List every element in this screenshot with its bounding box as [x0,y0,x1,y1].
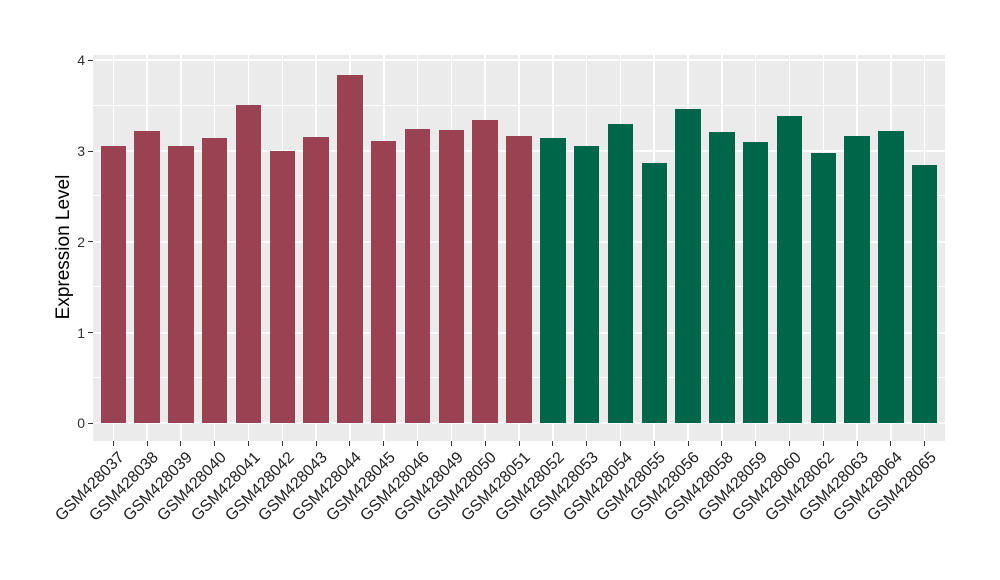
bar [912,164,938,424]
plot-panel [93,55,945,441]
x-tick-mark [924,441,926,446]
x-tick-mark [890,441,892,446]
y-axis-title: Expression Level [53,174,74,320]
y-tick-mark [88,332,93,334]
x-tick-mark [653,441,655,446]
x-tick-mark [721,441,723,446]
bar [303,137,329,424]
y-tick-label: 4 [77,52,85,69]
bar [168,145,194,424]
bar [202,138,228,424]
y-tick-label: 1 [77,324,85,341]
y-tick-mark [88,150,93,152]
x-tick-mark [822,441,824,446]
x-tick-mark [518,441,520,446]
x-tick-mark [349,441,351,446]
y-tick-label: 3 [77,143,85,160]
bar [404,129,431,424]
x-tick-mark [484,441,486,446]
bar [810,152,836,424]
bar [371,141,397,424]
bar [776,115,803,424]
y-tick-label: 0 [77,415,85,432]
x-tick-mark [687,441,689,446]
x-tick-mark [586,441,588,446]
x-tick-mark [755,441,757,446]
bar [573,145,600,424]
y-tick-mark [88,241,93,243]
x-tick-mark [619,441,621,446]
bar [540,138,566,424]
bar [438,130,465,424]
bar [134,131,160,424]
x-tick-mark [383,441,385,446]
x-tick-mark [248,441,250,446]
bar [641,162,667,424]
bar [607,123,634,424]
bar [675,109,701,424]
bar [235,104,262,424]
bar [472,120,498,424]
x-tick-mark [856,441,858,446]
x-tick-mark [788,441,790,446]
bar [742,142,769,424]
y-tick-mark [88,422,93,424]
bar [844,135,870,424]
bar [269,151,296,424]
bar [337,74,363,424]
x-tick-mark [180,441,182,446]
x-tick-mark [281,441,283,446]
bar [709,132,735,424]
bar [506,135,532,424]
y-tick-label: 2 [77,233,85,250]
x-tick-mark [552,441,554,446]
bar [878,131,904,424]
x-tick-mark [315,441,317,446]
x-tick-mark [450,441,452,446]
x-tick-mark [146,441,148,446]
x-tick-mark [214,441,216,446]
x-tick-mark [112,441,114,446]
bar [100,145,126,424]
x-tick-mark [417,441,419,446]
y-tick-mark [88,59,93,61]
